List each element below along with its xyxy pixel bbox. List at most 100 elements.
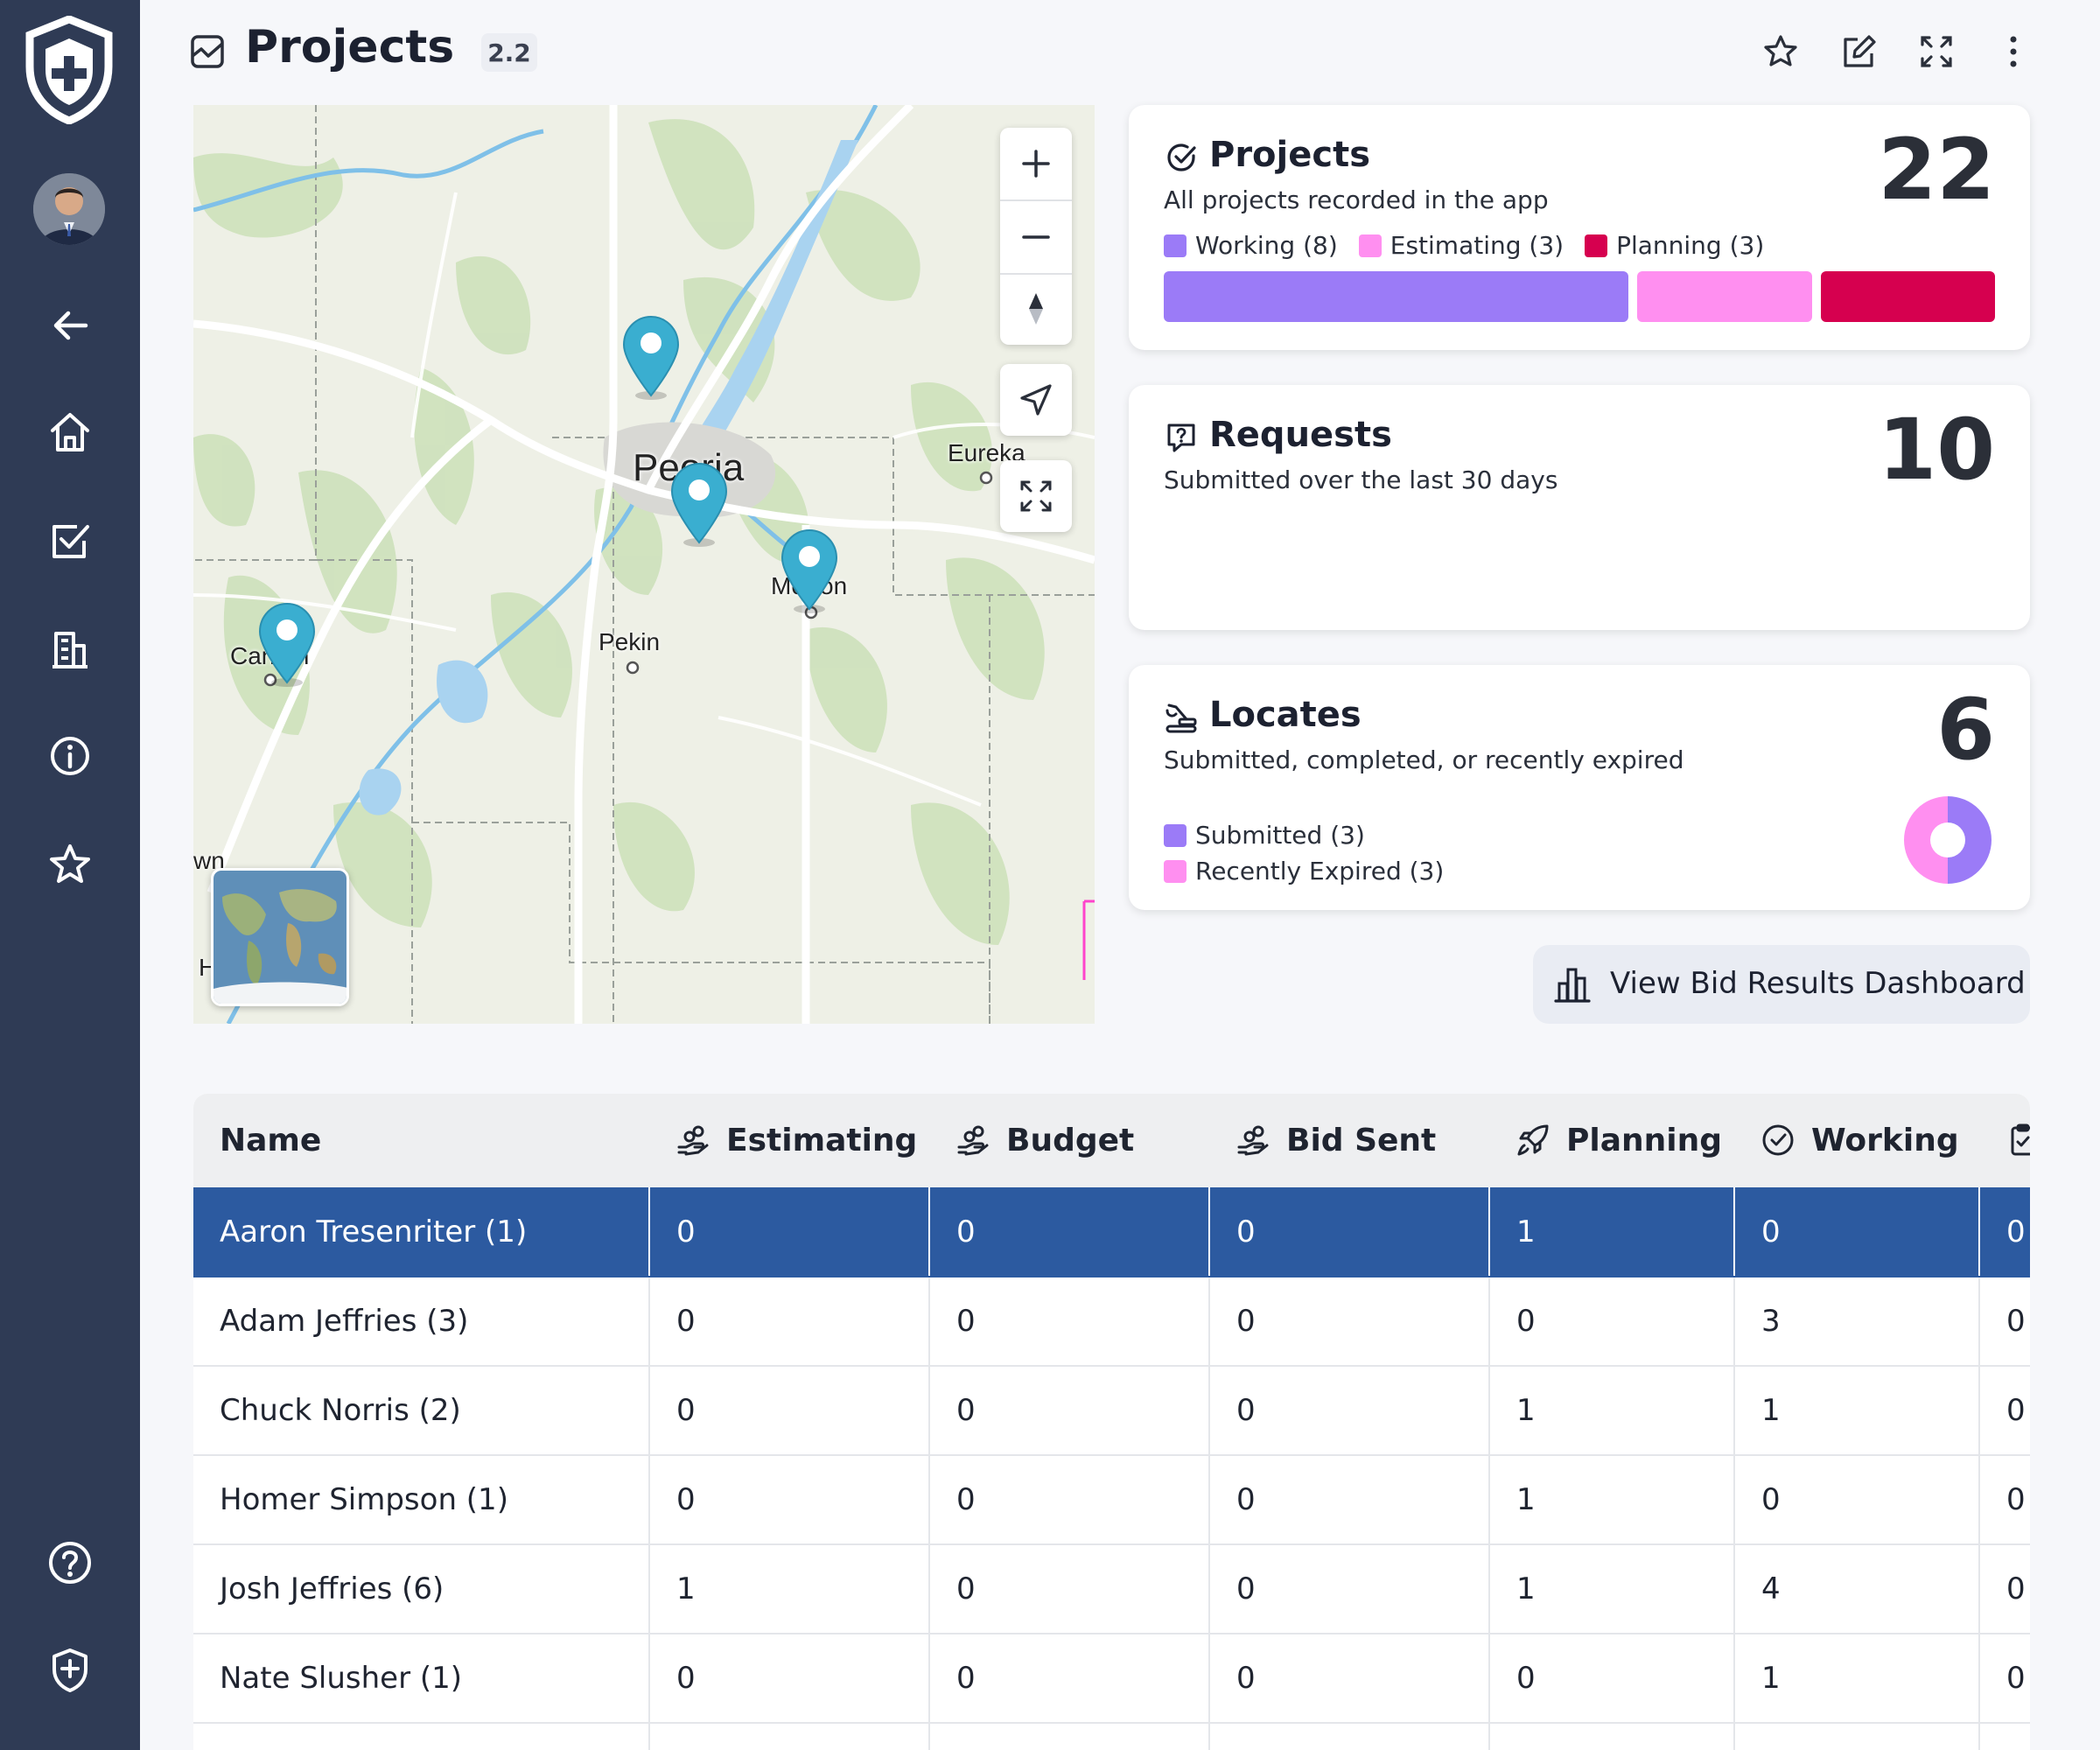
- legend-item-planning[interactable]: Planning (3): [1585, 231, 1764, 260]
- sidebar: [0, 0, 140, 1750]
- cell-count: 0: [1209, 1634, 1490, 1724]
- cell-count: 0: [1209, 1366, 1490, 1456]
- locates-donut-chart[interactable]: [1904, 796, 1992, 884]
- zoom-in-icon[interactable]: [1000, 128, 1072, 200]
- column-label: Bid Sent: [1286, 1123, 1437, 1158]
- column-header-working[interactable]: Working: [1734, 1094, 1979, 1187]
- home-icon[interactable]: [42, 404, 98, 460]
- edit-icon[interactable]: [1836, 28, 1883, 75]
- cell-count: 0: [1979, 1277, 2030, 1367]
- legend-item-working[interactable]: Working (8): [1164, 231, 1338, 260]
- hand-coins-icon: [1237, 1125, 1269, 1156]
- bid-button-label: View Bid Results Dashboard: [1610, 966, 2026, 1001]
- app-logo-shield-icon[interactable]: [21, 15, 117, 125]
- card-title: Requests: [1209, 415, 1392, 455]
- cell-count: 0: [1734, 1187, 1980, 1278]
- legend-swatch: [1585, 234, 1608, 257]
- projects-summary-card[interactable]: Projects All projects recorded in the ap…: [1129, 105, 2030, 350]
- projects-status-bar: [1164, 271, 1995, 322]
- table-row[interactable]: Adam Jeffries (3) 0 0 0 0 3 0: [193, 1277, 2030, 1367]
- legend-item-submitted[interactable]: Submitted (3): [1164, 821, 1365, 850]
- column-header-bid-sent[interactable]: Bid Sent: [1209, 1094, 1489, 1187]
- fullscreen-icon[interactable]: [1913, 28, 1960, 75]
- cell-count: 3: [1734, 1277, 1980, 1367]
- cell-count: [1734, 1723, 1980, 1750]
- clipboard-check-icon: [2011, 1124, 2030, 1156]
- cell-count: 1: [1489, 1187, 1735, 1278]
- avatar[interactable]: [33, 173, 105, 245]
- card-subtitle: Submitted over the last 30 days: [1164, 466, 1558, 494]
- cell-name: Josh Jeffries (6): [193, 1544, 650, 1634]
- legend-label: Submitted (3): [1195, 821, 1365, 850]
- requests-summary-card[interactable]: Requests Submitted over the last 30 days…: [1129, 385, 2030, 630]
- legend-item-estimating[interactable]: Estimating (3): [1358, 231, 1564, 260]
- minimap-globe[interactable]: [211, 868, 349, 1006]
- table-row[interactable]: Nate Slusher (1) 0 0 0 0 1 0: [193, 1634, 2030, 1724]
- column-header-estimating[interactable]: Estimating: [649, 1094, 929, 1187]
- cell-count: 0: [649, 1634, 930, 1724]
- cell-count: 0: [1209, 1455, 1490, 1545]
- zoom-out-icon[interactable]: [1000, 201, 1072, 273]
- favorite-star-icon[interactable]: [1757, 28, 1804, 75]
- table-row[interactable]: Josh Jeffries (6) 1 0 0 1 4 0: [193, 1544, 2030, 1634]
- status-bar-segment[interactable]: [1637, 271, 1812, 322]
- cell-count: 0: [1489, 1277, 1735, 1367]
- column-header-next[interactable]: [1979, 1094, 2030, 1187]
- map-marker[interactable]: [668, 460, 730, 548]
- info-icon[interactable]: [42, 728, 98, 784]
- map-label-pekin: Pekin: [598, 628, 661, 655]
- map-marker[interactable]: [620, 313, 682, 401]
- cell-count: 0: [1979, 1366, 2030, 1456]
- locates-summary-card[interactable]: Locates Submitted, completed, or recentl…: [1129, 665, 2030, 910]
- donut-slice[interactable]: [1948, 796, 1992, 884]
- tasks-check-icon[interactable]: [42, 513, 98, 569]
- column-label: Planning: [1566, 1123, 1723, 1158]
- more-menu-icon[interactable]: [1990, 28, 2037, 75]
- help-icon[interactable]: [42, 1535, 98, 1591]
- shield-icon[interactable]: [42, 1642, 98, 1698]
- legend-label: Working (8): [1195, 231, 1338, 260]
- status-bar-segment[interactable]: [1164, 271, 1629, 322]
- cell-count: 1: [649, 1544, 930, 1634]
- page-title: Projects: [245, 21, 455, 74]
- cell-count: 1: [1489, 1544, 1735, 1634]
- column-header-name[interactable]: Name: [193, 1094, 649, 1187]
- column-header-budget[interactable]: Budget: [929, 1094, 1209, 1187]
- cell-count: 0: [649, 1455, 930, 1545]
- favorites-star-icon[interactable]: [42, 836, 98, 892]
- page-header: Projects 2.2: [140, 0, 2100, 103]
- cell-count: [1979, 1723, 2030, 1750]
- compass-icon[interactable]: [1000, 273, 1072, 345]
- view-bid-results-button[interactable]: View Bid Results Dashboard: [1533, 945, 2030, 1024]
- back-arrow-icon[interactable]: [42, 298, 98, 354]
- projects-map[interactable]: Peoria Eureka Morton Pekin Canton Havana…: [193, 105, 1095, 1024]
- cell-name: Chuck Norris (2): [193, 1366, 650, 1456]
- buildings-icon[interactable]: [42, 621, 98, 677]
- cell-name: Adam Jeffries (3): [193, 1277, 650, 1367]
- column-label: Budget: [1006, 1123, 1135, 1158]
- status-bar-segment[interactable]: [1820, 271, 1995, 322]
- column-header-planning[interactable]: Planning: [1489, 1094, 1734, 1187]
- locate-me-icon[interactable]: [1000, 364, 1072, 436]
- card-subtitle: Submitted, completed, or recently expire…: [1164, 746, 1684, 774]
- hand-coins-icon: [677, 1125, 709, 1156]
- legend-item-recently-expired[interactable]: Recently Expired (3): [1164, 857, 1444, 886]
- map-marker[interactable]: [256, 600, 318, 688]
- projects-legend: Working (8) Estimating (3) Planning (3): [1164, 231, 1764, 260]
- cell-count: 0: [1979, 1455, 2030, 1545]
- map-fullscreen-icon[interactable]: [1000, 460, 1072, 532]
- card-subtitle: All projects recorded in the app: [1164, 186, 1549, 214]
- column-label: Name: [220, 1123, 322, 1158]
- cell-count: 0: [649, 1277, 930, 1367]
- table-row[interactable]: [193, 1723, 2030, 1750]
- bar-chart-icon: [1554, 968, 1591, 1003]
- cell-count: 0: [1979, 1634, 2030, 1724]
- donut-slice[interactable]: [1904, 796, 1948, 884]
- map-marker[interactable]: [779, 527, 840, 614]
- cell-count: 0: [929, 1277, 1210, 1367]
- cell-count: [929, 1723, 1210, 1750]
- table-row[interactable]: Chuck Norris (2) 0 0 0 1 1 0: [193, 1366, 2030, 1456]
- map-zoom-controls: [1000, 128, 1072, 345]
- table-row[interactable]: Aaron Tresenriter (1) 0 0 0 1 0 0: [193, 1187, 2030, 1278]
- table-row[interactable]: Homer Simpson (1) 0 0 0 1 0 0: [193, 1455, 2030, 1545]
